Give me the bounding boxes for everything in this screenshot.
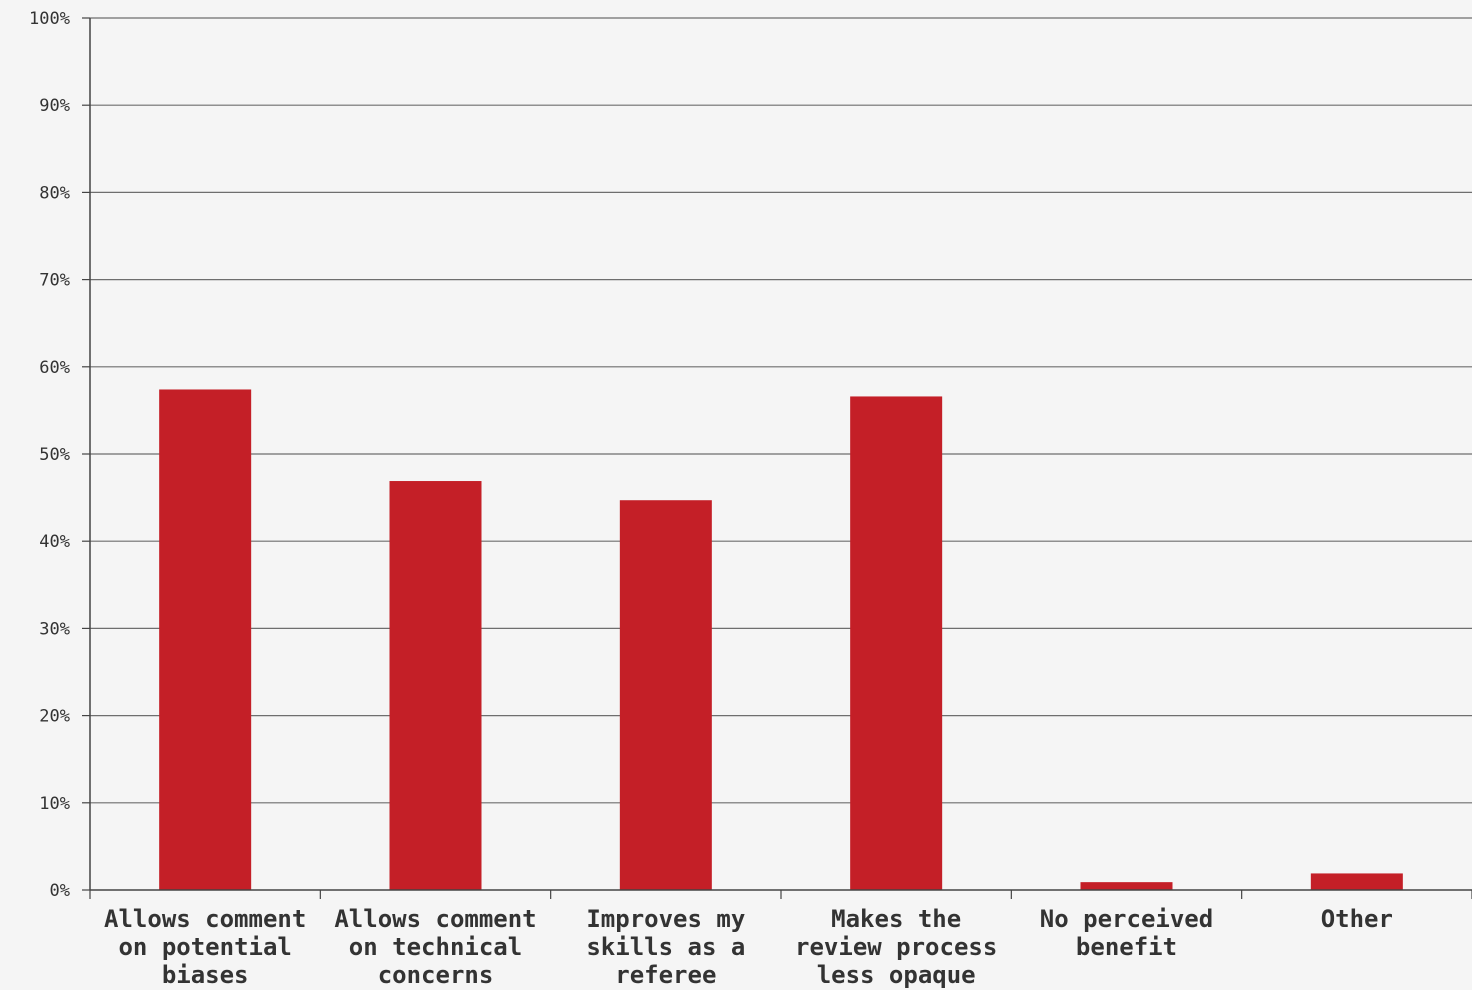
y-tick-label: 0% xyxy=(50,881,70,901)
axes xyxy=(89,18,1472,899)
y-tick-label: 70% xyxy=(39,271,70,291)
bar xyxy=(389,481,482,890)
x-tick-label: No perceived benefit xyxy=(1040,905,1213,961)
x-tick-label: Other xyxy=(1321,905,1393,933)
x-tick-label: Allows comment on technical concerns xyxy=(334,905,536,989)
y-tick-label: 40% xyxy=(39,532,70,552)
y-tick-label: 80% xyxy=(39,183,70,203)
gridlines xyxy=(90,17,1472,804)
bars xyxy=(159,389,1403,890)
bar xyxy=(159,389,252,890)
x-tick-label: Allows comment on potential biases xyxy=(104,905,306,989)
y-tick-label: 50% xyxy=(39,445,70,465)
y-tick-label: 20% xyxy=(39,707,70,727)
bar xyxy=(1080,882,1173,890)
x-tick-label: Improves my skills as a referee xyxy=(586,905,745,989)
y-tick-label: 10% xyxy=(39,794,70,814)
y-axis-ticks: 0% 10% 20% 30% 40% 50% 60% 70% 80% 90% 100% xyxy=(29,9,90,901)
bar xyxy=(619,500,712,890)
bar xyxy=(850,396,943,890)
x-tick-label: Makes the review process less opaque xyxy=(795,905,997,989)
y-tick-label: 60% xyxy=(39,358,70,378)
y-tick-label: 90% xyxy=(39,96,70,116)
y-tick-label: 30% xyxy=(39,619,70,639)
bar xyxy=(1310,873,1403,890)
x-axis-labels: Allows comment on potential biases Allows c… xyxy=(104,905,1393,989)
y-tick-label: 100% xyxy=(29,9,70,29)
